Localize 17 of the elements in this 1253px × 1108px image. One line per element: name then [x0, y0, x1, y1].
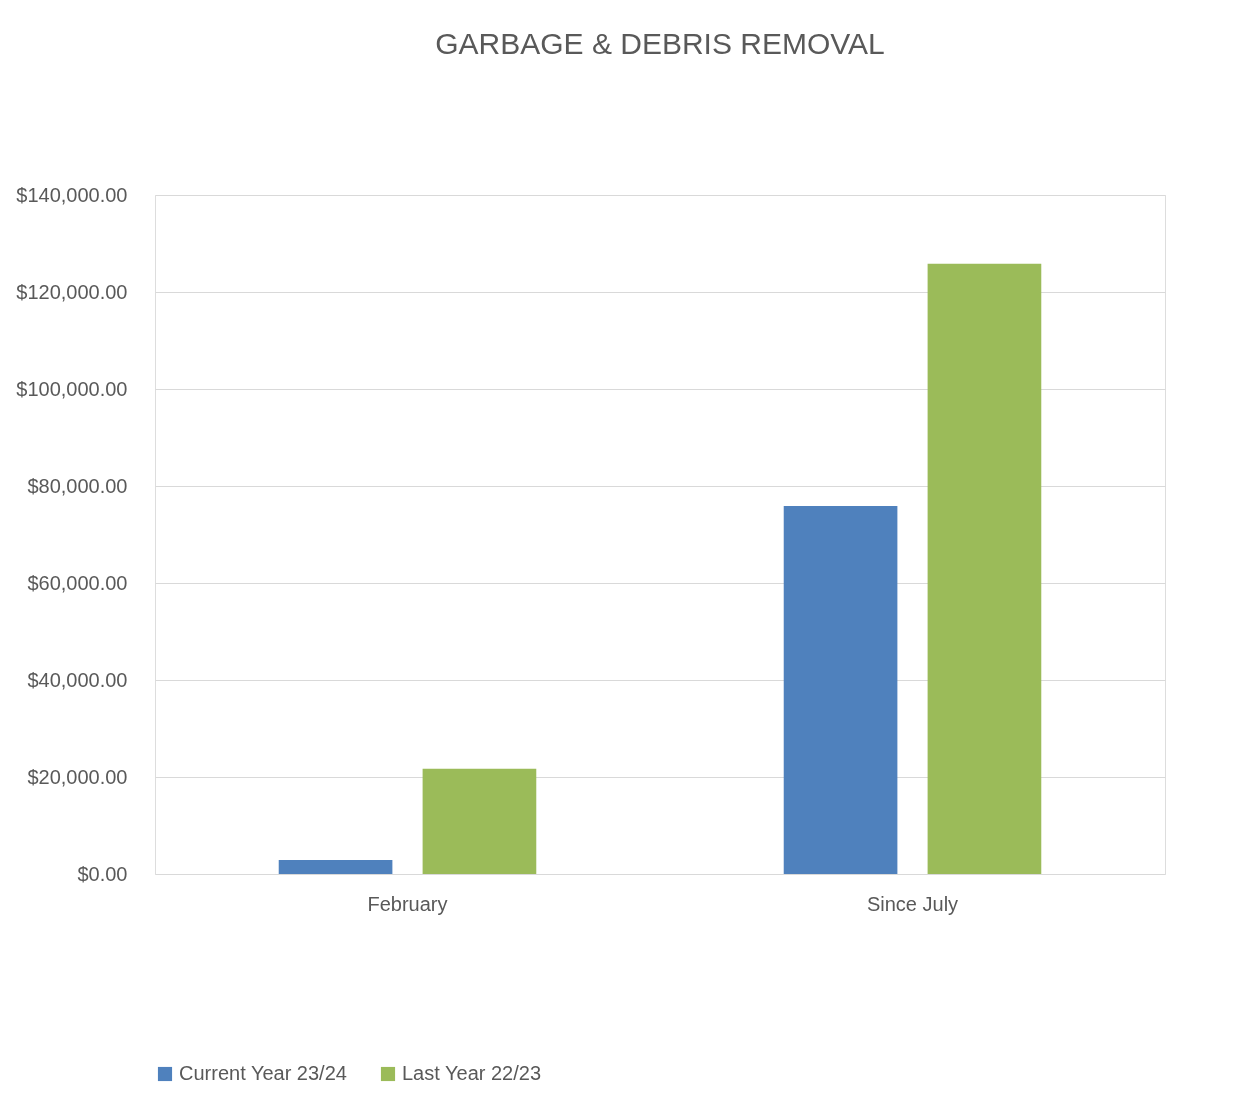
y-tick-label: $80,000.00: [27, 474, 128, 497]
y-tick-label: $100,000.00: [16, 377, 128, 400]
chart-title: GARBAGE & DEBRIS REMOVAL: [435, 27, 885, 60]
y-tick-label: $60,000.00: [27, 571, 128, 594]
y-tick-label: $20,000.00: [27, 765, 128, 788]
y-tick-label: $0.00: [77, 862, 128, 885]
x-tick-label: Since July: [866, 892, 959, 915]
y-tick-label: $140,000.00: [16, 183, 128, 206]
bar: [927, 263, 1042, 874]
x-tick-label: February: [367, 892, 448, 915]
legend-label: Current Year 23/24: [179, 1062, 347, 1084]
bar: [278, 859, 393, 874]
legend-label: Last Year 22/23: [402, 1062, 542, 1084]
bar: [422, 768, 537, 874]
bar: [783, 505, 898, 874]
y-tick-label: $120,000.00: [16, 280, 128, 303]
y-tick-label: $40,000.00: [27, 668, 128, 691]
